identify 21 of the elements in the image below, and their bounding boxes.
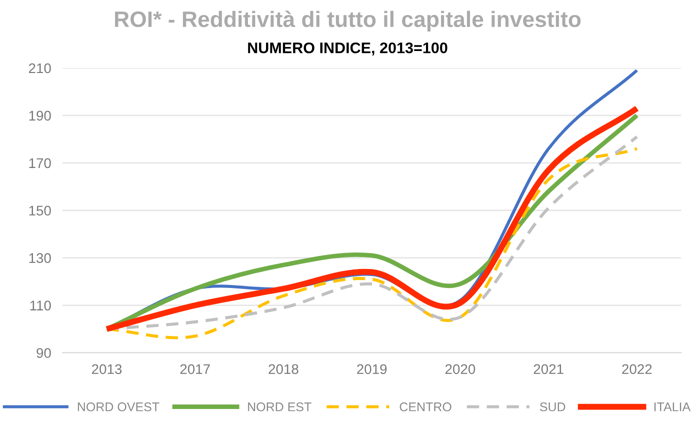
- x-tick-label: 2018: [268, 364, 298, 374]
- y-tick-label: 130: [29, 253, 51, 264]
- y-tick-label: 110: [30, 300, 51, 310]
- x-tick-label: 2017: [180, 364, 210, 374]
- chart-title: ROI* - Redditività di tutto il capitale investito: [115, 10, 581, 32]
- x-tick-label: 2021: [534, 364, 564, 374]
- y-tick-label: 150: [29, 206, 51, 216]
- y-tick-label: 210: [28, 63, 51, 74]
- legend-label: NORD EST: [248, 402, 312, 412]
- legend-label: ITALIA: [654, 402, 691, 412]
- y-tick-label: 170: [29, 158, 51, 168]
- legend-label: NORD OVEST: [78, 402, 160, 412]
- y-tick-label: 190: [29, 110, 51, 121]
- x-tick-label: 2019: [357, 364, 387, 374]
- legend-label: SUD: [540, 402, 566, 412]
- x-tick-label: 2020: [445, 364, 476, 374]
- x-tick-label: 2013: [92, 364, 122, 374]
- x-tick-label: 2022: [622, 364, 652, 374]
- legend-label: CENTRO: [400, 402, 452, 412]
- y-tick-label: 90: [36, 348, 51, 358]
- chart-subtitle: NUMERO INDICE, 2013=100: [248, 42, 448, 56]
